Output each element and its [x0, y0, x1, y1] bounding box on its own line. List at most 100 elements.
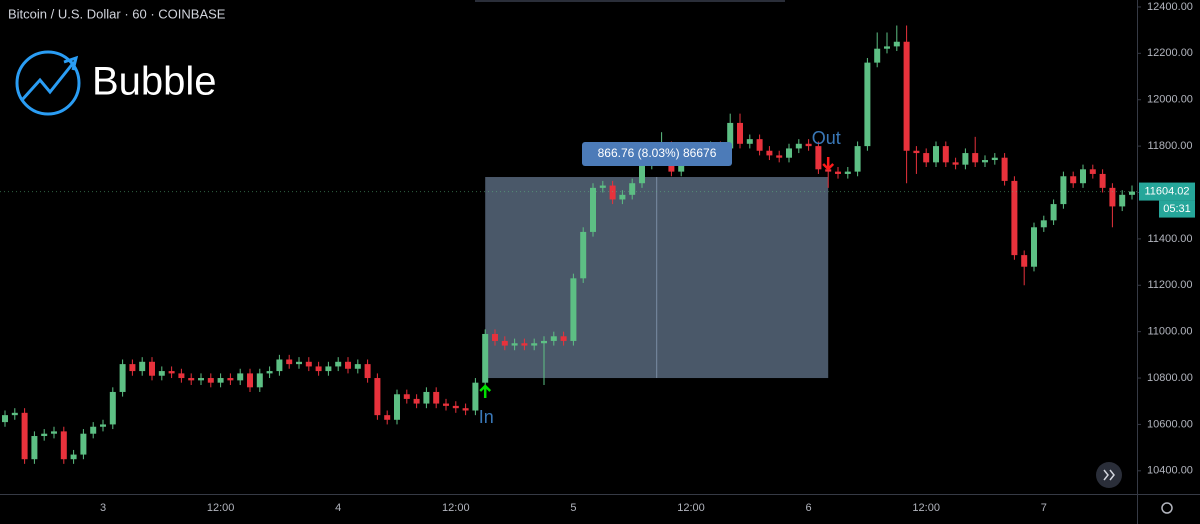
x-tick-label: 12:00: [442, 502, 470, 514]
candle-body: [1021, 255, 1028, 267]
candle-body: [1089, 169, 1096, 174]
candle-body: [1080, 169, 1086, 184]
candle-body: [168, 371, 175, 374]
candle-body: [443, 403, 449, 406]
candle-body: [119, 364, 126, 392]
candle-body: [60, 431, 67, 460]
countdown-tag: [1159, 200, 1195, 218]
entry-arrow: [479, 384, 492, 399]
candle-body: [207, 378, 214, 383]
candle-body: [501, 340, 508, 346]
y-tick-label: 10400.00: [1147, 465, 1193, 477]
candle-body: [972, 153, 979, 163]
candle-body: [1119, 194, 1126, 207]
countdown-label: 05:31: [1163, 203, 1191, 215]
candle-body: [178, 373, 185, 379]
candle-body: [325, 366, 332, 372]
candle-body: [11, 412, 18, 416]
candle-body: [2, 415, 8, 423]
candle-body: [384, 415, 391, 420]
candle-body: [492, 333, 498, 341]
candle-body: [962, 153, 969, 165]
candle-body: [227, 378, 234, 381]
settings-icon[interactable]: [1161, 502, 1173, 514]
scroll-button-bg[interactable]: [1096, 462, 1122, 488]
last-price-label: 11604.02: [1144, 185, 1189, 197]
candle-body: [727, 122, 734, 149]
candle-body: [835, 171, 841, 174]
candle-body: [31, 436, 38, 460]
candle-body: [237, 373, 244, 381]
candle-body: [374, 378, 381, 416]
candle-body: [1109, 187, 1116, 207]
exit-arrow: [822, 157, 835, 171]
candle-body: [1001, 157, 1008, 181]
logo-arrow: [20, 55, 79, 102]
candle-body: [511, 343, 518, 346]
candle-body: [90, 426, 97, 434]
candle-body: [933, 146, 939, 163]
settings-button[interactable]: [1161, 502, 1173, 514]
scroll-icon: [1103, 469, 1115, 481]
scroll-button[interactable]: [1096, 462, 1122, 488]
candle-body: [1011, 180, 1018, 256]
candle-body: [746, 139, 753, 144]
candle-body: [580, 231, 587, 279]
candle-body: [217, 378, 224, 383]
candle-body: [903, 41, 910, 151]
candle-body: [639, 164, 645, 184]
last-price-tag: [1139, 182, 1195, 201]
candle-body: [570, 278, 577, 341]
candle-body: [100, 424, 106, 427]
candle-body: [296, 361, 302, 365]
candle-body: [109, 391, 116, 425]
candle-body: [893, 41, 900, 47]
candle-body: [805, 143, 812, 147]
candle-body: [942, 146, 949, 163]
logo: Bubble: [15, 50, 217, 116]
candle-body: [158, 371, 165, 376]
candle-body: [423, 391, 430, 404]
measure-label: 866.76 (8.03%) 86676: [598, 146, 717, 160]
candle-body: [991, 157, 998, 161]
candle-body: [737, 122, 743, 144]
x-tick-label: 4: [335, 502, 341, 514]
candle-body: [815, 146, 822, 170]
candle-body: [913, 150, 920, 154]
x-tick-label: 12:00: [207, 502, 235, 514]
candle-body: [256, 373, 263, 388]
exit-label: Out: [812, 128, 841, 148]
candle-body: [550, 336, 557, 341]
x-tick-label: 3: [100, 502, 106, 514]
x-tick-label: 12:00: [677, 502, 705, 514]
candle-body: [619, 194, 626, 200]
y-tick-label: 12000.00: [1147, 94, 1193, 106]
candle-body: [756, 139, 763, 151]
candle-body: [531, 343, 538, 346]
candle-body: [766, 150, 773, 156]
candle-body: [844, 171, 851, 174]
candle-body: [609, 185, 616, 200]
candle-body: [776, 155, 783, 158]
y-tick-label: 11200.00: [1147, 279, 1192, 291]
y-tick-label: 11800.00: [1147, 140, 1192, 152]
candle-body: [247, 373, 253, 388]
candle-body: [433, 391, 440, 404]
candle-body: [1031, 227, 1037, 267]
candle-body: [129, 364, 136, 372]
candle-body: [345, 361, 351, 369]
candle-body: [139, 361, 146, 372]
entry-label: In: [479, 407, 494, 427]
candle-body: [521, 343, 528, 346]
candle-body: [1129, 191, 1135, 195]
candle-body: [472, 382, 479, 411]
y-tick-label: 12400.00: [1147, 1, 1193, 13]
candle-body: [482, 333, 489, 383]
candle-body: [394, 394, 400, 420]
candle-body: [452, 405, 459, 409]
candle-body: [462, 408, 469, 411]
candle-body: [266, 371, 273, 374]
candle-body: [80, 433, 87, 455]
candle-body: [923, 153, 930, 163]
